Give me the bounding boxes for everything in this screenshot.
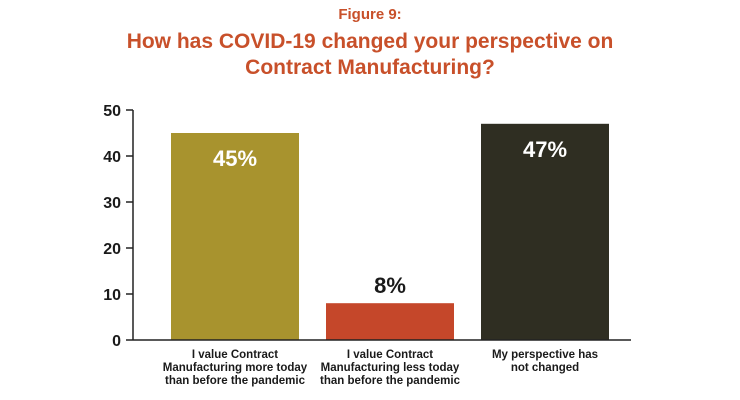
y-tick-label: 30 xyxy=(103,195,121,212)
x-category-label: I value Contract Manufacturing less today… xyxy=(320,349,461,387)
chart-title: How has COVID-19 changed your perspectiv… xyxy=(0,29,740,81)
y-tick-label: 0 xyxy=(112,333,121,350)
bar xyxy=(481,123,609,340)
x-category-label: I value Contract Manufacturing more today… xyxy=(163,349,308,387)
bar xyxy=(326,303,454,340)
bar xyxy=(171,133,299,340)
bar-data-label: 8% xyxy=(374,273,406,298)
figure-label: Figure 9: xyxy=(338,6,402,23)
y-tick-label: 50 xyxy=(103,103,121,120)
chart-title-line-2: Contract Manufacturing? xyxy=(245,56,495,79)
bar-data-label: 47% xyxy=(523,137,567,162)
x-category-label: My perspective has not changed xyxy=(492,349,598,374)
bar-data-label: 45% xyxy=(213,146,257,171)
y-tick-label: 40 xyxy=(103,149,121,166)
chart-title-line-1: How has COVID-19 changed your perspectiv… xyxy=(126,30,614,53)
y-tick-label: 20 xyxy=(103,241,121,258)
y-tick-label: 10 xyxy=(103,287,121,304)
